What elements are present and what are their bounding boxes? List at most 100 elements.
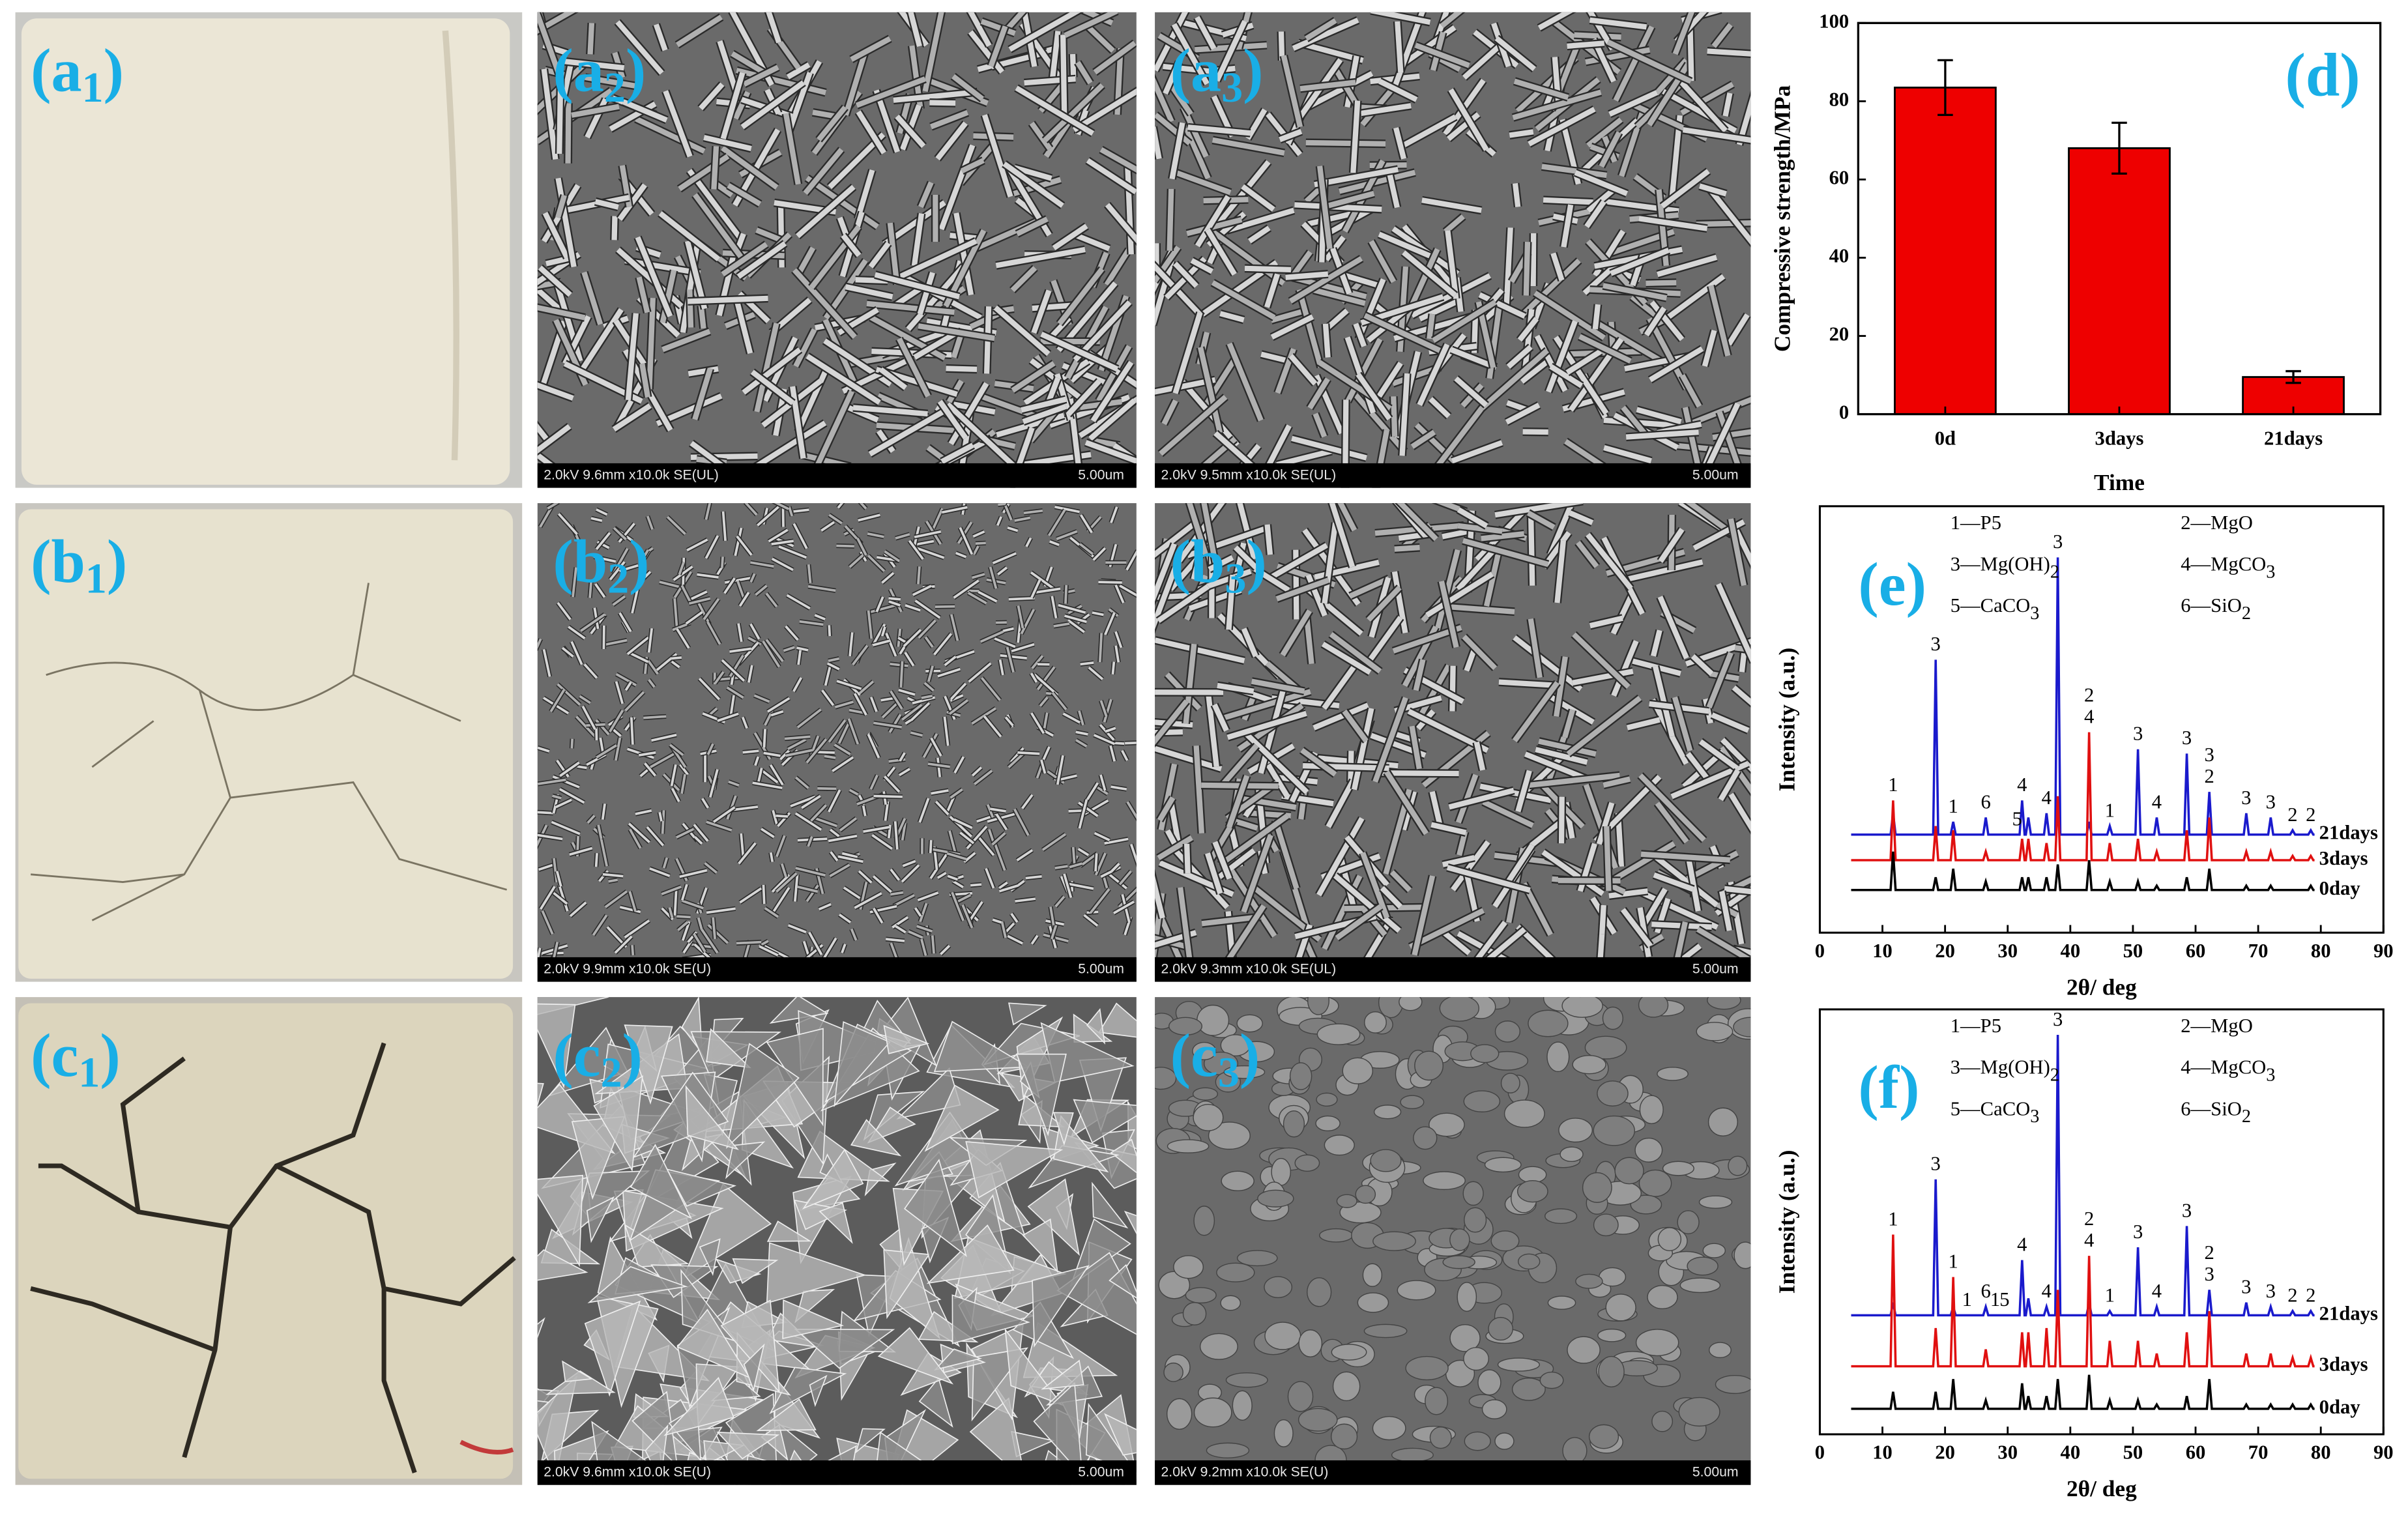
needle <box>1094 832 1110 842</box>
needle <box>1585 47 1651 65</box>
needle <box>1067 882 1094 890</box>
series-line <box>1851 557 2315 836</box>
panel-label-sub: 3 <box>1221 64 1243 111</box>
needle <box>772 809 778 825</box>
needle <box>1110 785 1127 791</box>
needle <box>913 329 960 360</box>
needle <box>1356 278 1386 341</box>
grain <box>1397 1280 1436 1301</box>
needle <box>786 62 811 80</box>
needle <box>1064 615 1087 624</box>
flake <box>766 1221 812 1242</box>
needle <box>537 638 542 650</box>
needle <box>1247 225 1271 244</box>
needle <box>1547 505 1573 556</box>
needle <box>1047 509 1066 536</box>
legend-text: 5—CaCO <box>1951 594 2031 616</box>
legend-entry: 1—P5 <box>1951 512 2001 534</box>
needle <box>636 276 650 313</box>
needle <box>1171 23 1210 85</box>
needle <box>1533 290 1606 340</box>
needle <box>721 557 724 568</box>
peak-label: 4 <box>2042 787 2052 809</box>
flake <box>586 1196 615 1243</box>
needle <box>1305 574 1327 617</box>
needle <box>577 765 587 770</box>
needle <box>1233 545 1258 570</box>
needle <box>1561 204 1574 248</box>
grain <box>1391 1447 1434 1462</box>
needle <box>1342 709 1369 743</box>
needle <box>801 794 821 809</box>
needle <box>972 545 979 555</box>
needle <box>594 199 619 210</box>
needle <box>1103 699 1112 723</box>
needle <box>922 12 944 92</box>
panel-label-main: (a <box>31 36 82 104</box>
needle <box>734 299 753 355</box>
needle <box>985 868 995 889</box>
needle <box>805 738 828 764</box>
needle <box>644 762 657 777</box>
needle <box>1088 398 1137 441</box>
grain <box>1494 1020 1521 1043</box>
needle <box>901 704 923 721</box>
needle <box>941 506 968 514</box>
needle <box>646 298 656 390</box>
needle <box>1313 412 1327 438</box>
grain <box>1414 1050 1444 1081</box>
needle <box>1155 745 1223 772</box>
flake <box>537 1082 544 1107</box>
needle <box>890 868 901 881</box>
needle <box>1478 292 1526 319</box>
grain <box>1634 1137 1663 1163</box>
needle <box>868 409 944 457</box>
grain <box>1728 1155 1748 1176</box>
needle <box>869 697 878 712</box>
needle <box>1245 108 1268 140</box>
needle <box>1649 300 1685 341</box>
needle <box>1226 342 1264 422</box>
needle <box>1268 543 1328 581</box>
needle <box>537 746 550 753</box>
grain <box>1575 1273 1603 1289</box>
needle <box>1342 272 1379 288</box>
needle <box>898 689 916 696</box>
needle <box>930 109 969 130</box>
needle <box>608 878 618 883</box>
needle <box>991 832 1006 846</box>
needle <box>1322 323 1331 358</box>
flake <box>850 1119 902 1157</box>
peak-label: 5 <box>2012 808 2022 830</box>
needle <box>682 899 704 910</box>
series-label: 21days <box>2319 1302 2378 1324</box>
needle <box>1119 585 1137 597</box>
needle <box>1030 934 1039 945</box>
grain <box>1192 1087 1219 1101</box>
needle <box>1509 129 1534 138</box>
needle <box>1410 429 1436 449</box>
legend-text: 6—SiO <box>2181 594 2242 616</box>
needle <box>988 25 1008 67</box>
panel-label-sub: 1 <box>82 64 104 111</box>
needle <box>854 892 882 909</box>
x-tick-label: 30 <box>1997 1441 2018 1464</box>
needle <box>905 604 921 612</box>
needle <box>834 744 851 755</box>
needle <box>537 424 572 454</box>
needle <box>763 751 781 757</box>
grain <box>1462 1181 1484 1206</box>
needle <box>1029 121 1052 151</box>
needle <box>712 917 716 940</box>
needle <box>685 611 703 625</box>
peak-label: 3 <box>2133 723 2143 745</box>
needle <box>1337 503 1357 532</box>
peak-label: 6 <box>1980 790 1990 813</box>
needle <box>1528 618 1543 678</box>
needle <box>783 646 795 652</box>
needle <box>1098 633 1103 663</box>
needle <box>1708 285 1731 356</box>
needle <box>1043 712 1049 731</box>
needle <box>886 938 905 942</box>
needle <box>737 623 743 643</box>
